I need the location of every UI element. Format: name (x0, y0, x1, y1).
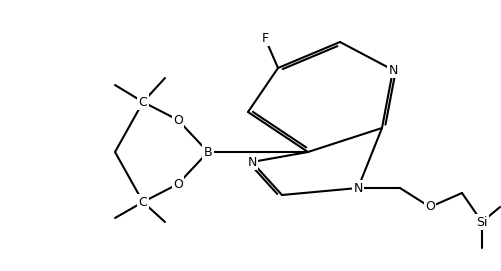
Text: C: C (139, 195, 147, 208)
Text: F: F (262, 31, 269, 44)
Text: N: N (247, 156, 257, 169)
Text: Si: Si (476, 215, 488, 228)
Text: O: O (173, 114, 183, 127)
Text: O: O (173, 178, 183, 191)
Text: N: N (353, 182, 363, 195)
Text: O: O (425, 201, 435, 214)
Text: C: C (139, 95, 147, 108)
Text: N: N (388, 63, 398, 76)
Text: B: B (204, 146, 212, 159)
